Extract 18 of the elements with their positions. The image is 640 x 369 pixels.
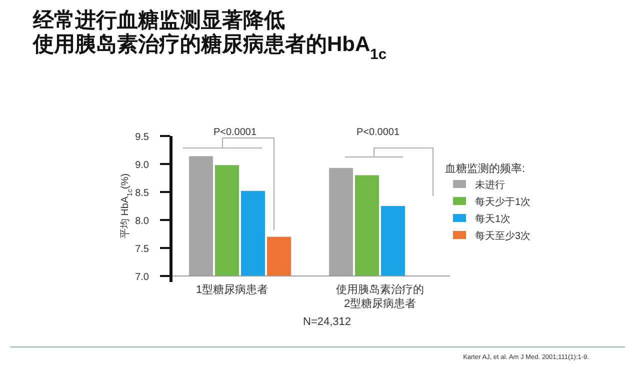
x-tick-label: 1型糖尿病患者	[196, 283, 268, 296]
chart-subtitle: 使用胰岛素治疗的糖尿病患者的HbA$_{1c}$	[32, 32, 387, 63]
legend-label: 每天1次	[475, 213, 511, 225]
x-tick-label: 使用胰岛素治疗的 2型糖尿病患者	[336, 283, 424, 310]
legend-label: 每天少于1次	[475, 196, 531, 208]
legend-title: 血糖监测的频率:	[445, 162, 526, 175]
y-tick-label: 9.5	[135, 132, 150, 143]
y-tick-label: 9.0	[135, 160, 150, 171]
legend-label: 未进行	[475, 179, 505, 191]
annotation: P<0.0001	[356, 127, 400, 138]
y-tick-label: 7.0	[135, 272, 150, 283]
legend-label: 每天至少3次	[475, 230, 531, 242]
y-tick-label: 8.5	[135, 188, 150, 199]
chart-title: 经常进行血糖监测显著降低	[32, 8, 285, 32]
y-tick-label: 8.0	[135, 216, 150, 227]
y-tick-label: 7.5	[135, 244, 150, 255]
annotation: P<0.0001	[213, 127, 257, 138]
text: N=24,312	[303, 316, 352, 328]
